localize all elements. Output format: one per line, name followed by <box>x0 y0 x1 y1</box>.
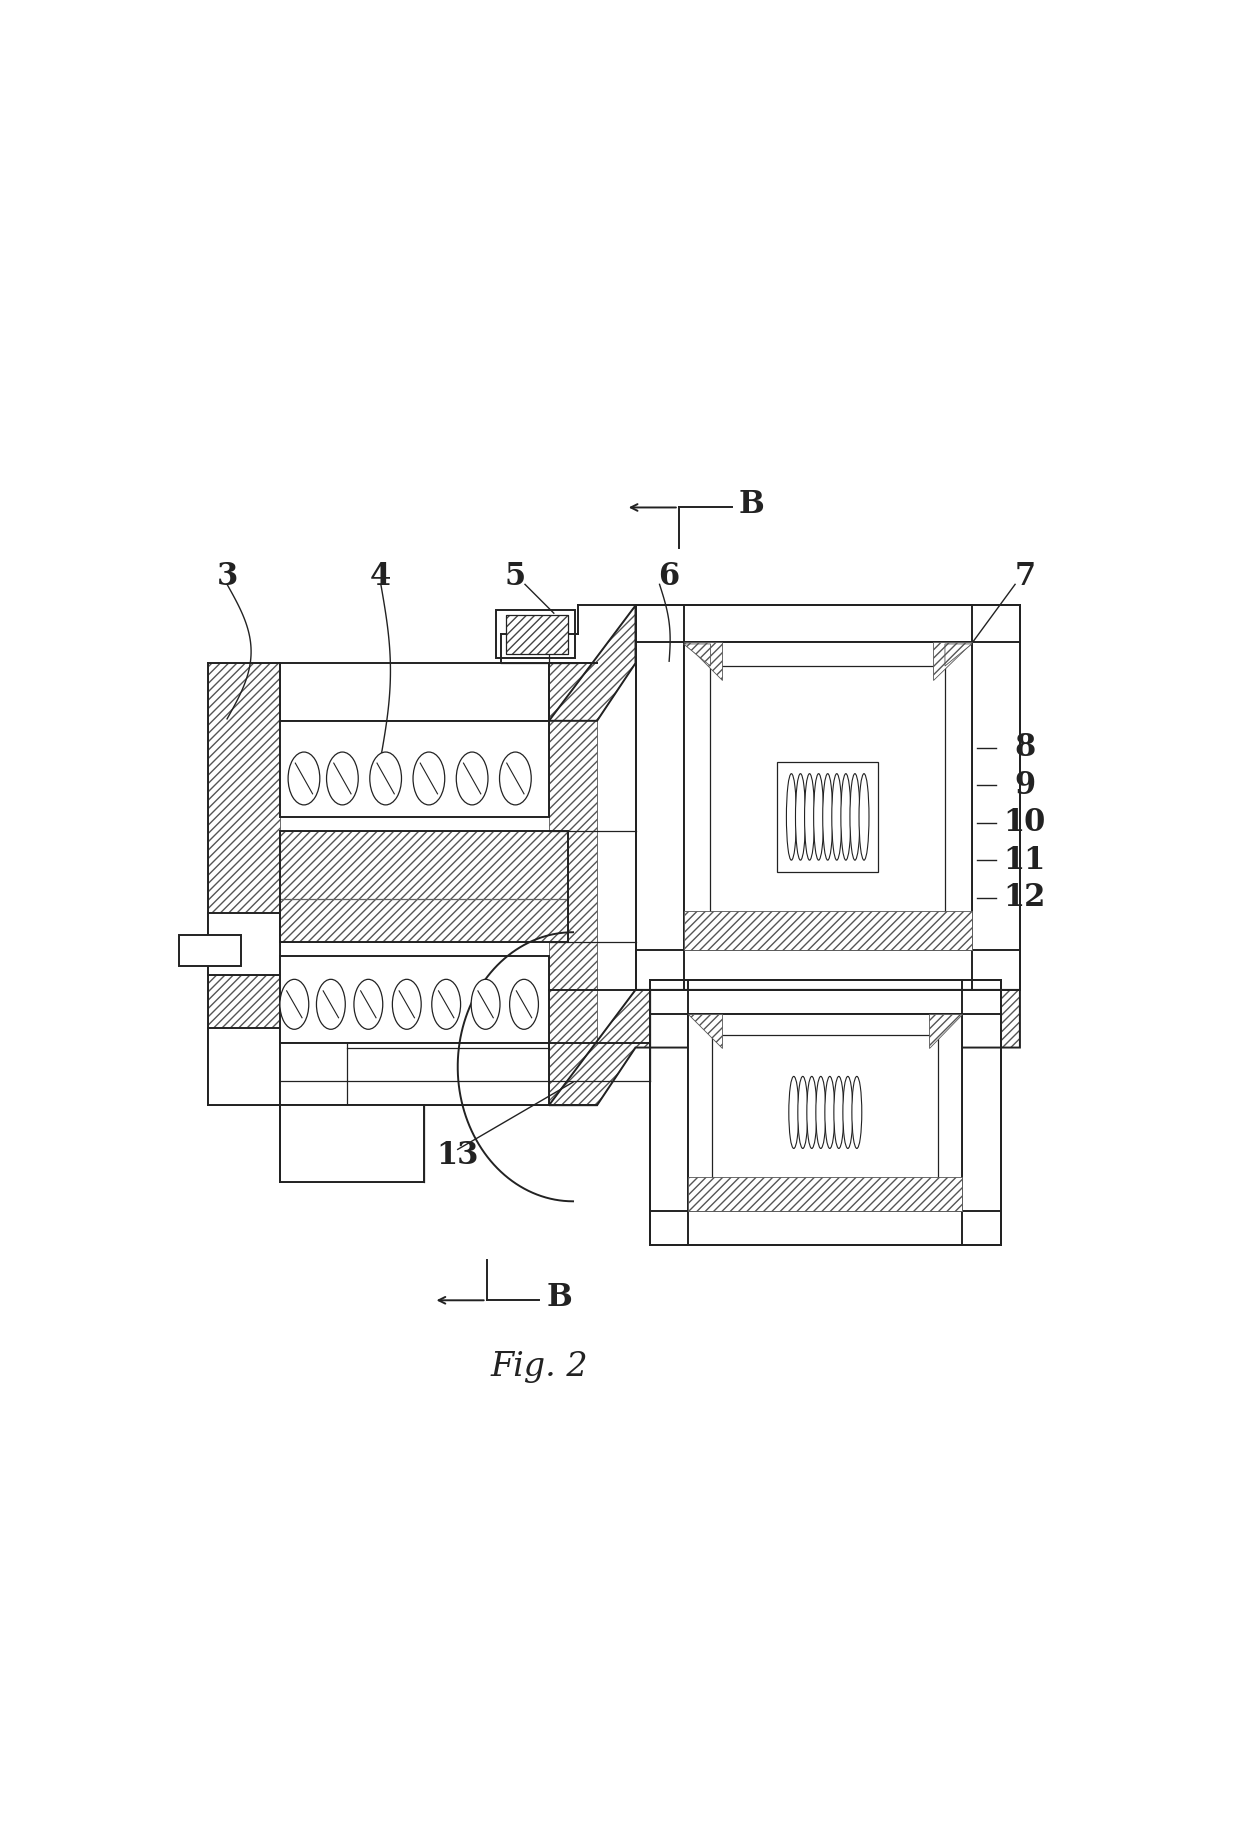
Bar <box>208 914 280 975</box>
Text: 13: 13 <box>436 1139 479 1170</box>
Ellipse shape <box>353 980 383 1030</box>
Ellipse shape <box>825 1076 835 1148</box>
Polygon shape <box>280 831 568 941</box>
Bar <box>635 605 1021 642</box>
Text: 12: 12 <box>1003 882 1045 914</box>
Bar <box>208 1028 280 1106</box>
Bar <box>650 980 1001 1013</box>
Ellipse shape <box>789 1076 799 1148</box>
Ellipse shape <box>859 773 869 860</box>
Polygon shape <box>683 644 711 666</box>
Polygon shape <box>208 1058 280 1106</box>
Polygon shape <box>934 642 972 681</box>
Text: 5: 5 <box>505 561 526 593</box>
Bar <box>208 914 280 975</box>
Bar <box>650 980 1001 1013</box>
Text: 4: 4 <box>371 561 392 593</box>
Ellipse shape <box>832 773 842 860</box>
Bar <box>650 980 688 1244</box>
Ellipse shape <box>288 751 320 805</box>
Bar <box>972 605 1021 989</box>
Ellipse shape <box>370 751 402 805</box>
Bar <box>280 1106 424 1181</box>
Ellipse shape <box>841 773 851 860</box>
Bar <box>280 831 568 941</box>
Ellipse shape <box>413 751 445 805</box>
Ellipse shape <box>456 751 489 805</box>
Bar <box>280 720 549 818</box>
Bar <box>635 605 683 989</box>
Polygon shape <box>549 605 635 720</box>
Ellipse shape <box>432 980 460 1030</box>
Bar <box>280 1106 424 1181</box>
Ellipse shape <box>392 980 422 1030</box>
Ellipse shape <box>805 773 815 860</box>
Ellipse shape <box>471 980 500 1030</box>
Bar <box>635 605 1021 989</box>
Bar <box>688 1013 962 1211</box>
Ellipse shape <box>797 1076 807 1148</box>
Bar <box>962 980 1001 1244</box>
Ellipse shape <box>813 773 823 860</box>
Polygon shape <box>549 663 596 1106</box>
Bar <box>496 611 575 659</box>
Bar <box>280 956 549 1043</box>
Ellipse shape <box>786 773 796 860</box>
Ellipse shape <box>843 1076 853 1148</box>
Bar <box>650 1211 1001 1244</box>
Bar <box>650 980 688 1244</box>
Text: 3: 3 <box>217 561 238 593</box>
Polygon shape <box>208 663 280 1106</box>
Polygon shape <box>549 989 1019 1106</box>
Ellipse shape <box>807 1076 817 1148</box>
Ellipse shape <box>822 773 833 860</box>
Text: 7: 7 <box>1014 561 1035 593</box>
Polygon shape <box>683 912 972 949</box>
Bar <box>635 605 1021 642</box>
Polygon shape <box>945 644 972 666</box>
Text: 6: 6 <box>658 561 680 593</box>
Ellipse shape <box>852 1076 862 1148</box>
Bar <box>650 980 1001 1244</box>
Bar <box>506 615 568 653</box>
Ellipse shape <box>316 980 345 1030</box>
Text: B: B <box>738 489 764 521</box>
Bar <box>683 642 972 949</box>
Ellipse shape <box>849 773 859 860</box>
Ellipse shape <box>796 773 806 860</box>
Ellipse shape <box>500 751 531 805</box>
Ellipse shape <box>833 1076 843 1148</box>
Polygon shape <box>688 1013 722 1047</box>
Bar <box>179 936 242 965</box>
Bar <box>635 949 1021 989</box>
Text: Fig. 2: Fig. 2 <box>491 1351 588 1383</box>
Text: 10: 10 <box>1003 807 1045 838</box>
Ellipse shape <box>510 980 538 1030</box>
Polygon shape <box>688 1178 962 1211</box>
Polygon shape <box>683 642 722 681</box>
Text: 8: 8 <box>1014 733 1035 762</box>
Bar <box>962 980 1001 1244</box>
Bar <box>711 666 945 925</box>
Bar <box>506 615 568 653</box>
Ellipse shape <box>326 751 358 805</box>
Text: B: B <box>546 1281 572 1313</box>
Ellipse shape <box>280 980 309 1030</box>
Text: 11: 11 <box>1003 845 1045 875</box>
Bar <box>650 1211 1001 1244</box>
Bar <box>635 949 1021 989</box>
Text: 9: 9 <box>1014 770 1035 801</box>
Ellipse shape <box>816 1076 826 1148</box>
Bar <box>713 1036 939 1191</box>
Bar <box>635 605 683 989</box>
Bar <box>280 1043 549 1106</box>
Bar <box>777 762 878 871</box>
Polygon shape <box>929 1013 962 1047</box>
Bar <box>972 605 1021 989</box>
